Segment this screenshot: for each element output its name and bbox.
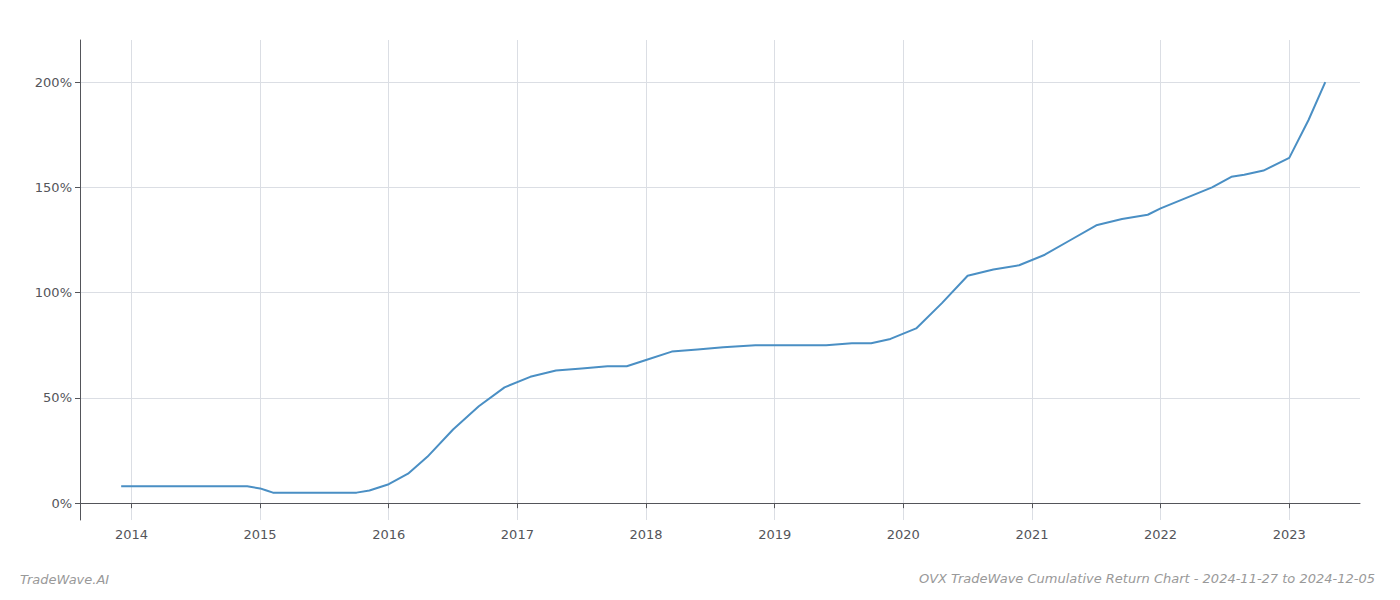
svg-text:2020: 2020 xyxy=(887,527,920,542)
svg-text:TradeWave.AI: TradeWave.AI xyxy=(20,572,109,587)
svg-text:2022: 2022 xyxy=(1144,527,1177,542)
svg-text:150%: 150% xyxy=(35,180,72,195)
svg-text:2016: 2016 xyxy=(372,527,405,542)
svg-text:2019: 2019 xyxy=(758,527,791,542)
svg-text:2021: 2021 xyxy=(1015,527,1048,542)
svg-text:50%: 50% xyxy=(43,390,72,405)
svg-text:2023: 2023 xyxy=(1273,527,1306,542)
svg-text:2017: 2017 xyxy=(501,527,534,542)
svg-text:100%: 100% xyxy=(35,285,72,300)
svg-text:2015: 2015 xyxy=(244,527,277,542)
svg-text:OVX TradeWave Cumulative Retur: OVX TradeWave Cumulative Return Chart - … xyxy=(919,571,1375,586)
svg-text:2018: 2018 xyxy=(629,527,662,542)
svg-text:0%: 0% xyxy=(51,496,72,511)
svg-text:200%: 200% xyxy=(35,75,72,90)
svg-text:2014: 2014 xyxy=(115,527,148,542)
